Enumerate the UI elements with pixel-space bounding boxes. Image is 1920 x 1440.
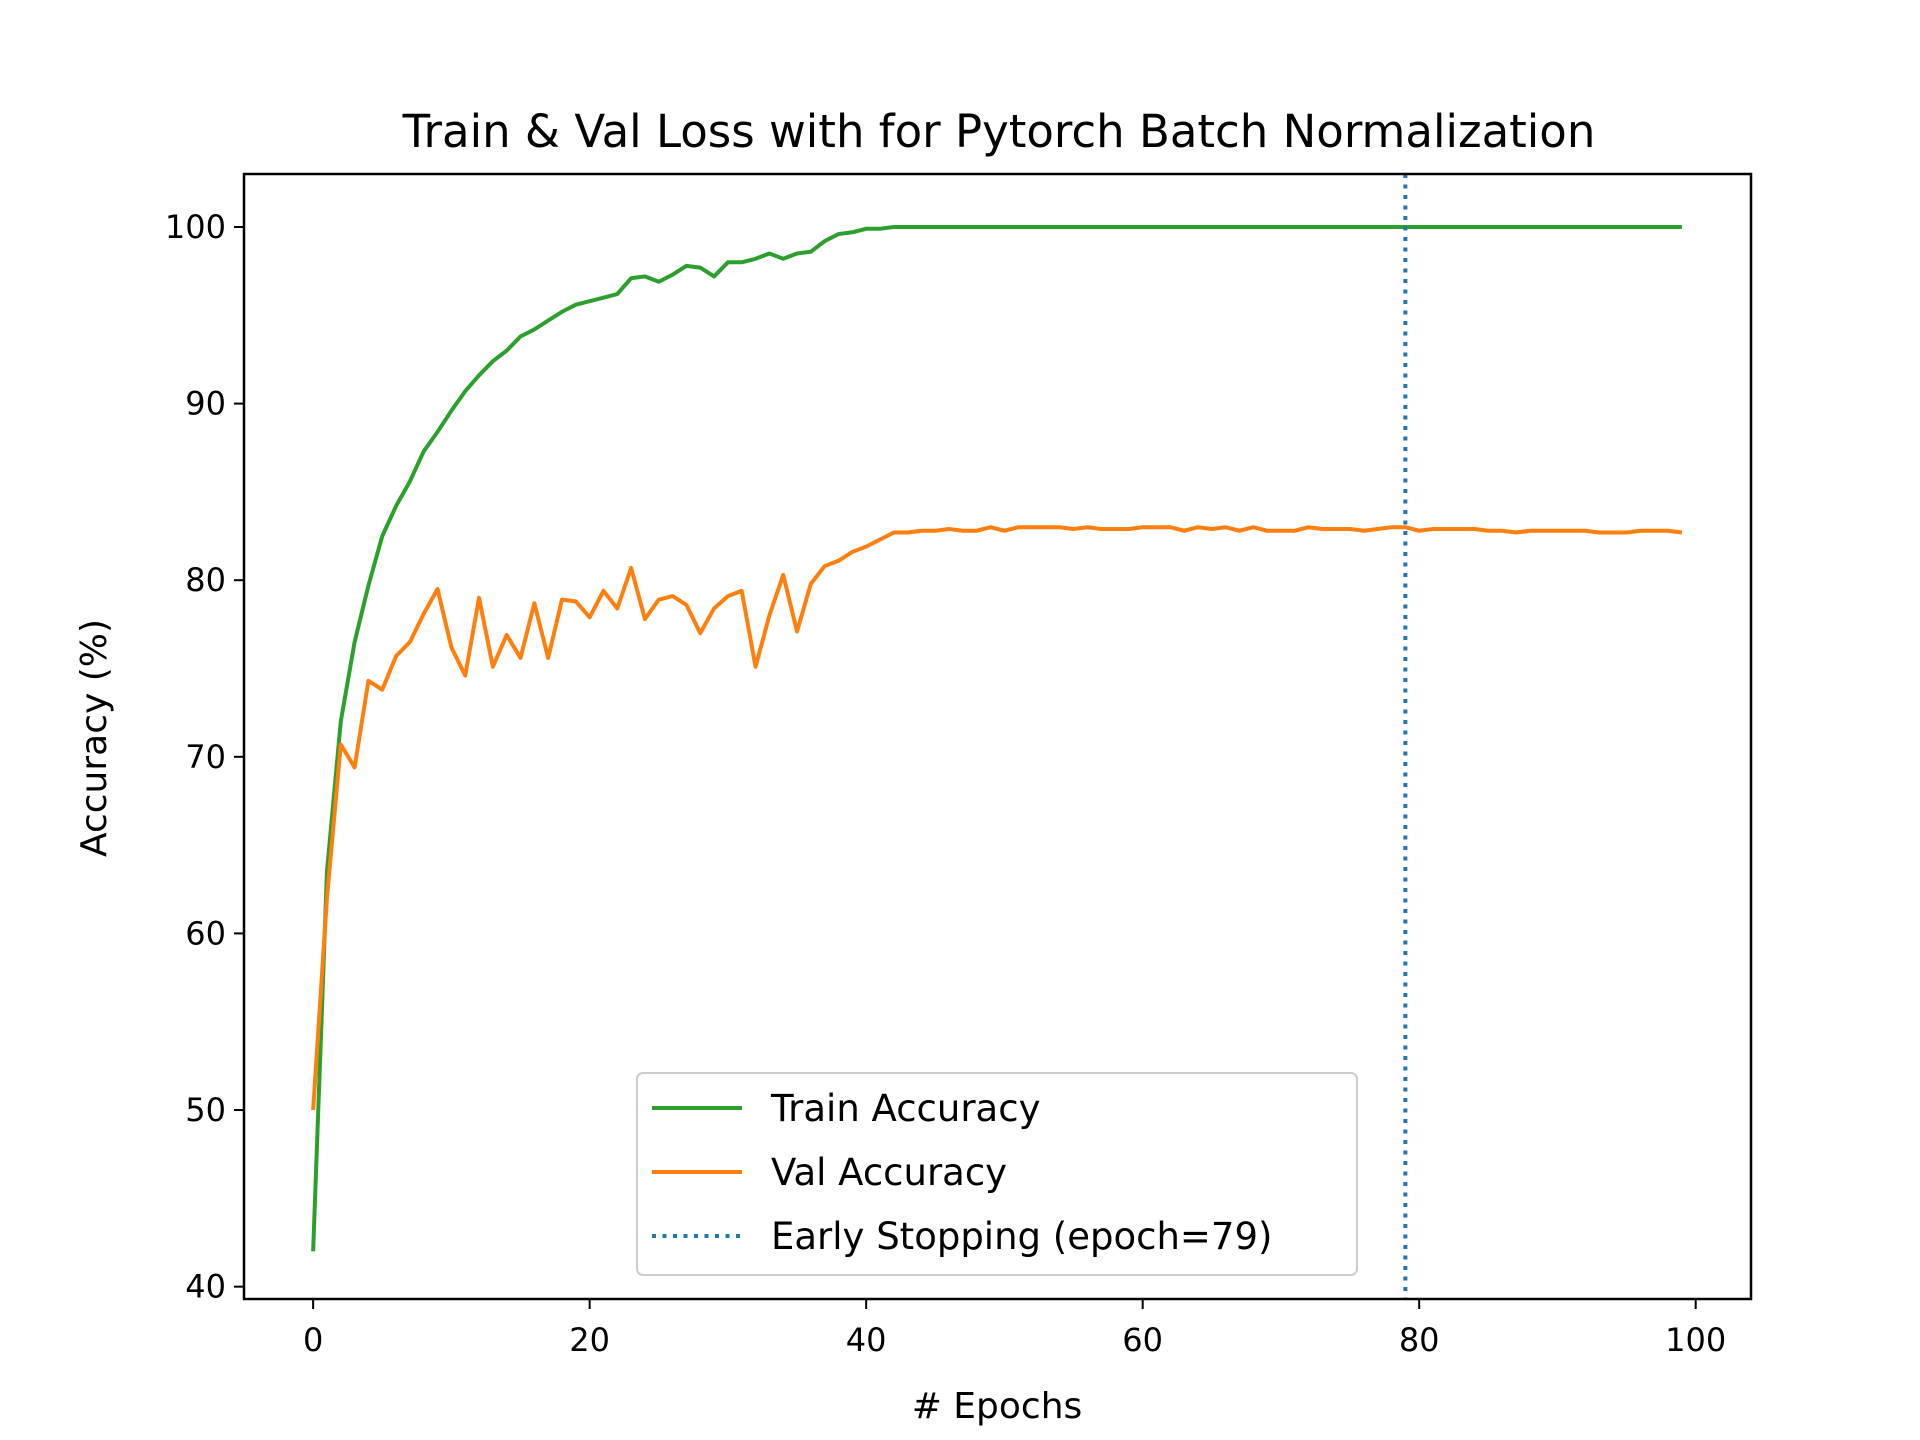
y-tick-label: 50 xyxy=(185,1091,226,1129)
legend: Train Accuracy Val Accuracy Early Stoppi… xyxy=(636,1072,1358,1276)
y-tick-label: 60 xyxy=(185,914,226,952)
y-tick-label: 70 xyxy=(185,738,226,776)
legend-label-train: Train Accuracy xyxy=(770,1087,1040,1130)
y-axis-ticks: 40 50 60 70 80 90 100 xyxy=(165,208,244,1306)
y-axis-label: Accuracy (%) xyxy=(74,619,115,857)
legend-box xyxy=(636,1072,1358,1276)
x-tick-label: 0 xyxy=(303,1321,323,1359)
x-axis-label: # Epochs xyxy=(912,1386,1083,1427)
y-tick-label: 40 xyxy=(185,1268,226,1306)
y-tick-label: 100 xyxy=(165,208,226,246)
legend-label-early-stopping: Early Stopping (epoch=79) xyxy=(771,1215,1272,1258)
y-tick-label: 90 xyxy=(185,385,226,423)
val-accuracy-line xyxy=(311,525,1683,1111)
legend-label-val: Val Accuracy xyxy=(771,1151,1007,1194)
y-tick-label: 80 xyxy=(185,561,226,599)
x-tick-label: 100 xyxy=(1665,1321,1726,1359)
x-tick-label: 60 xyxy=(1122,1321,1163,1359)
x-tick-label: 40 xyxy=(846,1321,887,1359)
x-tick-label: 20 xyxy=(569,1321,610,1359)
train-accuracy-line xyxy=(311,224,1682,1252)
x-tick-label: 80 xyxy=(1399,1321,1440,1359)
plot-frame xyxy=(242,172,1753,1301)
chart-title: Train & Val Loss with for Pytorch Batch … xyxy=(402,105,1596,158)
x-axis-ticks: 0 20 40 60 80 100 xyxy=(303,1299,1726,1359)
plot-lines xyxy=(311,174,1683,1299)
